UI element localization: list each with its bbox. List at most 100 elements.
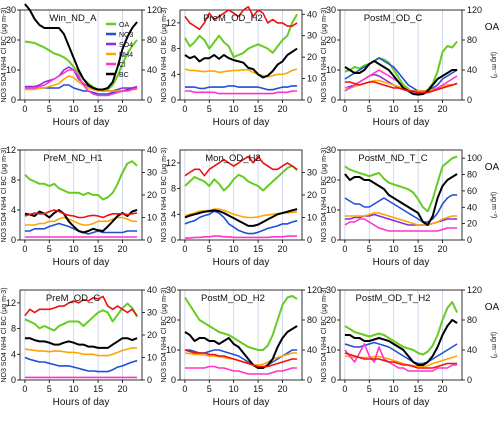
y-tick-label-right: 80 <box>467 315 477 325</box>
y-tick-label-right: 0 <box>467 235 472 245</box>
y-tick-label-left: 12 <box>166 158 176 168</box>
y-tick-label-left: 0 <box>171 235 176 245</box>
x-tick-label: 20 <box>117 104 127 114</box>
oa-axis-unit: (μg m⁻³) <box>490 332 497 358</box>
y-tick-label-left: 4 <box>11 349 16 359</box>
y-tick-label-right: 30 <box>307 168 317 178</box>
x-tick-label: 5 <box>47 384 52 394</box>
x-tick-label: 10 <box>69 104 79 114</box>
y-tick-label-right: 30 <box>147 308 157 318</box>
x-axis-label: Hours of day <box>53 257 110 268</box>
y-tick-label-left: 20 <box>326 315 336 325</box>
x-axis-label: Hours of day <box>213 257 270 268</box>
x-tick-label: 15 <box>93 244 103 254</box>
left-y-axis-label: NO3 SO4 NH4 Cl BC (μg m-3) <box>161 287 168 382</box>
x-tick-label: 10 <box>229 244 239 254</box>
series-line-nh4 <box>24 347 138 357</box>
series-line-no3 <box>184 85 298 91</box>
series-line-oa <box>24 302 138 332</box>
y-tick-label-left: 10 <box>326 65 336 75</box>
y-tick-label-left: 0 <box>331 375 336 385</box>
x-tick-label: 20 <box>277 104 287 114</box>
x-tick-label: 0 <box>182 104 187 114</box>
series-line-bc <box>184 47 298 79</box>
y-tick-label-right: 20 <box>147 330 157 340</box>
plot-frame <box>179 9 303 101</box>
series-line-cl <box>184 90 298 95</box>
left-y-axis-label: NO3 SO4 NH4 Cl BC (μg m-3) <box>321 7 328 102</box>
series-line-no3 <box>24 356 138 373</box>
x-tick-label: 5 <box>207 244 212 254</box>
y-tick-label-left: 12 <box>6 298 16 308</box>
oa-axis-label: OA <box>485 302 500 313</box>
x-axis-label: Hours of day <box>213 117 270 128</box>
series-line-oa <box>344 301 459 356</box>
x-tick-label: 5 <box>47 244 52 254</box>
y-tick-label-left: 30 <box>6 5 16 15</box>
x-tick-label: 15 <box>253 384 263 394</box>
y-tick-label-right: 0 <box>147 95 152 105</box>
x-tick-label: 5 <box>367 244 372 254</box>
y-tick-label-right: 40 <box>467 202 477 212</box>
y-tick-label-right: 10 <box>307 74 317 84</box>
series-line-nh4 <box>344 212 458 226</box>
y-tick-label-left: 10 <box>166 345 176 355</box>
series-line-cl-red <box>24 209 138 219</box>
x-tick-label: 5 <box>367 384 372 394</box>
y-tick-label-right: 40 <box>467 345 477 355</box>
y-tick-label-right: 0 <box>307 235 312 245</box>
y-tick-label-right: 40 <box>307 345 317 355</box>
x-tick-label: 15 <box>253 104 263 114</box>
series-line-bc <box>184 325 298 369</box>
series-line-cl-red <box>184 349 298 368</box>
x-tick-label: 20 <box>437 244 447 254</box>
panel-title: PreM_OD_H2 <box>203 13 263 24</box>
x-tick-label: 15 <box>413 104 423 114</box>
y-tick-label-left: 20 <box>326 35 336 45</box>
left-y-axis-label: NO3 SO4 NH4 Cl BC (μg m-3) <box>1 287 8 382</box>
panel-postm-od-c: 0 5 10 15 20 0 10 20 30 0 40 80 120 PostM_OD_C Hours o… <box>321 5 500 128</box>
series-line-bc <box>344 173 458 226</box>
y-tick-label-right: 20 <box>307 52 317 62</box>
y-tick-label-left: 30 <box>166 285 176 295</box>
legend-label: OA <box>119 22 129 29</box>
panel-mon-od-h2: 0 5 10 15 20 0 4 8 12 0 10 20 30 Mon_OD_H2 Hours of da… <box>161 147 317 268</box>
x-tick-label: 5 <box>207 104 212 114</box>
series-line-cl <box>184 365 298 375</box>
y-tick-label-left: 20 <box>6 35 16 45</box>
y-tick-label-left: 0 <box>331 95 336 105</box>
legend-label: Cl <box>119 62 126 69</box>
x-tick-label: 15 <box>413 244 423 254</box>
x-axis-label: Hours of day <box>373 117 430 128</box>
x-tick-label: 15 <box>93 104 103 114</box>
series-line-nh4 <box>184 68 298 78</box>
x-tick-label: 5 <box>207 384 212 394</box>
x-axis-label: Hours of day <box>373 257 430 268</box>
series-line-nh4 <box>24 216 138 226</box>
y-tick-label-right: 10 <box>307 213 317 223</box>
series-line-cl-red <box>24 295 138 317</box>
y-tick-label-right: 60 <box>467 186 477 196</box>
panel-title: Mon_OD_H2 <box>205 153 260 164</box>
x-tick-label: 20 <box>437 384 447 394</box>
x-tick-label: 10 <box>389 104 399 114</box>
x-tick-label: 0 <box>342 384 347 394</box>
left-y-axis-label: NO3 SO4 NH4 Cl BC (μg m-3) <box>321 147 328 242</box>
series-line-bc <box>24 3 138 91</box>
x-tick-label: 10 <box>229 104 239 114</box>
legend-label: BC <box>119 72 129 79</box>
y-tick-label-right: 0 <box>467 375 472 385</box>
legend-label: NH4 <box>119 52 133 59</box>
plot-frame <box>339 149 463 241</box>
y-tick-label-right: 80 <box>467 170 477 180</box>
left-y-axis-label: NO3 SO4 NH4 Cl BC (μg m-3) <box>1 147 8 242</box>
series-line-no3 <box>184 210 298 235</box>
series-line-cl <box>344 218 458 232</box>
y-tick-label-right: 80 <box>307 315 317 325</box>
y-tick-label-right: 120 <box>307 285 322 295</box>
series-line-cl-red <box>344 81 458 94</box>
series-line-nh4 <box>344 355 458 368</box>
y-tick-label-right: 100 <box>467 153 482 163</box>
y-tick-label-left: 20 <box>326 175 336 185</box>
